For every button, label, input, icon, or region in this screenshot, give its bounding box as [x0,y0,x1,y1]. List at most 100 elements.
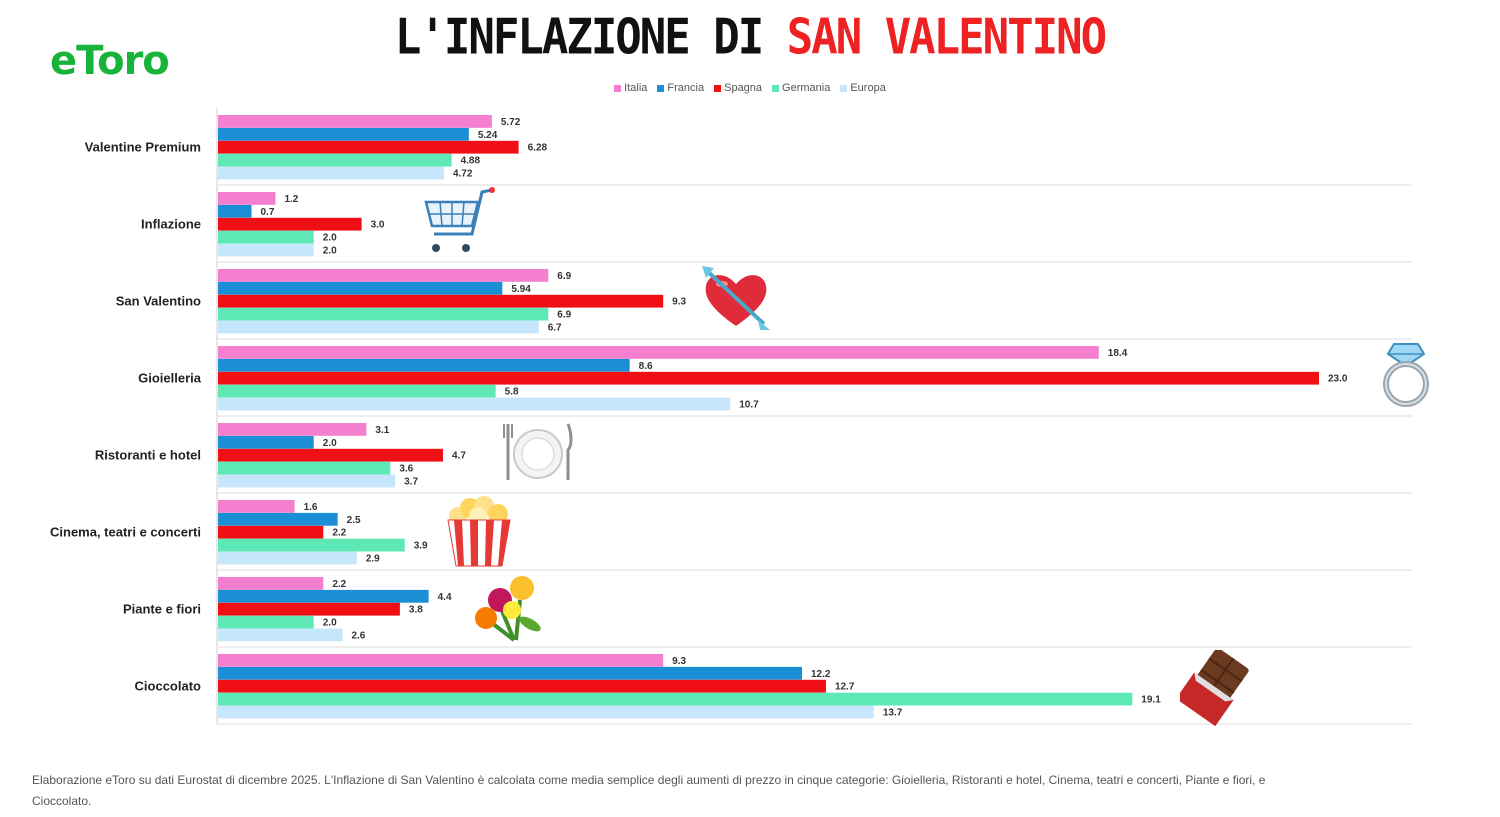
data-label: 19.1 [1141,695,1161,706]
category-label: Inflazione [141,217,201,232]
diamond-ring-icon [1383,343,1429,407]
bar-europa [218,243,314,257]
bar-francia [218,666,803,680]
data-label: 3.6 [399,464,413,475]
bar-francia [218,589,429,603]
bar-spagna [218,679,826,693]
legend-item-europa: Europa [840,82,886,94]
data-label: 4.4 [438,592,452,603]
data-label: 10.7 [739,400,759,411]
plate-cutlery-icon [503,423,573,480]
title-text: L'INFLAZIONE DI SAN VALENTINO [394,8,1107,67]
bar-spagna [218,140,519,154]
data-label: 4.72 [453,169,473,180]
footnote: Elaborazione eToro su dati Eurostat di d… [32,773,1266,808]
category-label: Cinema, teatri e concerti [50,525,201,540]
data-label: 2.0 [323,438,337,449]
bar-italia [218,115,492,128]
data-label: 3.0 [371,220,385,231]
bar-europa [218,166,444,180]
legend-item-francia: Francia [657,82,704,94]
title-prefix: L'INFLAZIONE DI [394,8,787,67]
data-label: 2.0 [323,618,337,629]
data-label: 0.7 [261,207,275,218]
bar-francia [218,127,469,141]
legend-swatch [772,84,780,92]
bar-italia [218,269,549,282]
category-label: Piante e fiori [123,602,201,617]
data-label: 4.88 [461,156,481,167]
data-label: 6.9 [557,310,571,321]
data-label: 8.6 [639,361,653,372]
data-label: 2.0 [323,246,337,257]
data-label: 2.5 [347,515,361,526]
category-label: Cioccolato [135,679,202,694]
chart-title: L'INFLAZIONE DI SAN VALENTINO [0,8,1500,67]
bar-germania [218,692,1133,706]
bar-europa [218,397,731,411]
legend-item-germania: Germania [772,82,830,94]
legend-label: Francia [667,82,705,94]
legend-swatch [840,84,848,92]
bar-spagna [218,294,664,308]
bar-germania [218,384,496,398]
bar-spagna [218,371,1319,385]
legend-item-italia: Italia [614,82,647,94]
data-label: 3.1 [375,425,389,436]
category-label: Ristoranti e hotel [95,448,201,463]
legend-label: Germania [782,82,831,94]
data-label: 1.6 [304,502,318,513]
data-label: 18.4 [1108,348,1128,359]
bar-spagna [218,602,400,616]
bar-francia [218,281,503,295]
legend-swatch [714,84,722,92]
data-label: 2.2 [332,579,346,590]
bar-francia [218,358,630,372]
legend-label: Spagna [724,82,763,94]
bar-germania [218,615,314,629]
bar-germania [218,461,391,475]
data-label: 1.2 [284,194,298,205]
shopping-cart-icon [424,187,495,252]
legend-swatch [614,84,622,92]
bar-italia [218,500,295,513]
data-label: 12.2 [811,669,831,680]
data-label: 12.7 [835,682,855,693]
bar-francia [218,512,338,526]
etoro-logo: eToro [50,38,180,88]
data-label: 2.2 [332,528,346,539]
bar-italia [218,577,324,590]
logo-text: eToro [50,38,170,84]
data-label: 4.7 [452,451,466,462]
data-label: 5.8 [505,387,519,398]
data-label: 13.7 [883,708,903,719]
data-label: 9.3 [672,297,686,308]
legend-label: Europa [850,82,886,94]
data-label: 2.6 [351,631,365,642]
category-label: San Valentino [116,294,201,309]
heart-arrow-icon [702,266,770,330]
bar-europa [218,628,343,642]
bar-europa [218,320,539,334]
data-label: 3.9 [414,541,428,552]
bar-francia [218,204,252,218]
data-label: 2.0 [323,233,337,244]
data-label: 5.94 [511,284,531,295]
data-label: 2.9 [366,554,380,565]
data-label: 23.0 [1328,374,1348,385]
data-label: 3.8 [409,605,423,616]
chart-legend: Italia Francia Spagna Germania Europa [0,82,1500,94]
bar-germania [218,538,405,552]
bar-europa [218,474,396,488]
bar-germania [218,307,549,321]
category-label: Valentine Premium [85,140,201,155]
legend-swatch [657,84,665,92]
bar-spagna [218,217,362,231]
bar-italia [218,346,1099,359]
legend-label: Italia [624,82,648,94]
data-label: 6.7 [548,323,562,334]
bar-italia [218,654,664,667]
title-accent: SAN VALENTINO [786,8,1107,67]
bar-francia [218,435,314,449]
bar-italia [218,423,367,436]
